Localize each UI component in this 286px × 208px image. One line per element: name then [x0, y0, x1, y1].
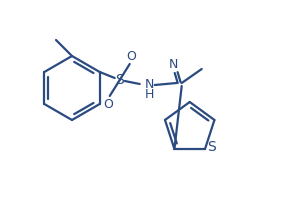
Text: O: O [126, 50, 136, 62]
Text: S: S [115, 73, 124, 87]
Text: N: N [145, 78, 154, 92]
Text: H: H [145, 88, 154, 102]
Text: O: O [103, 98, 113, 110]
Text: N: N [169, 58, 178, 72]
Text: S: S [208, 140, 217, 154]
